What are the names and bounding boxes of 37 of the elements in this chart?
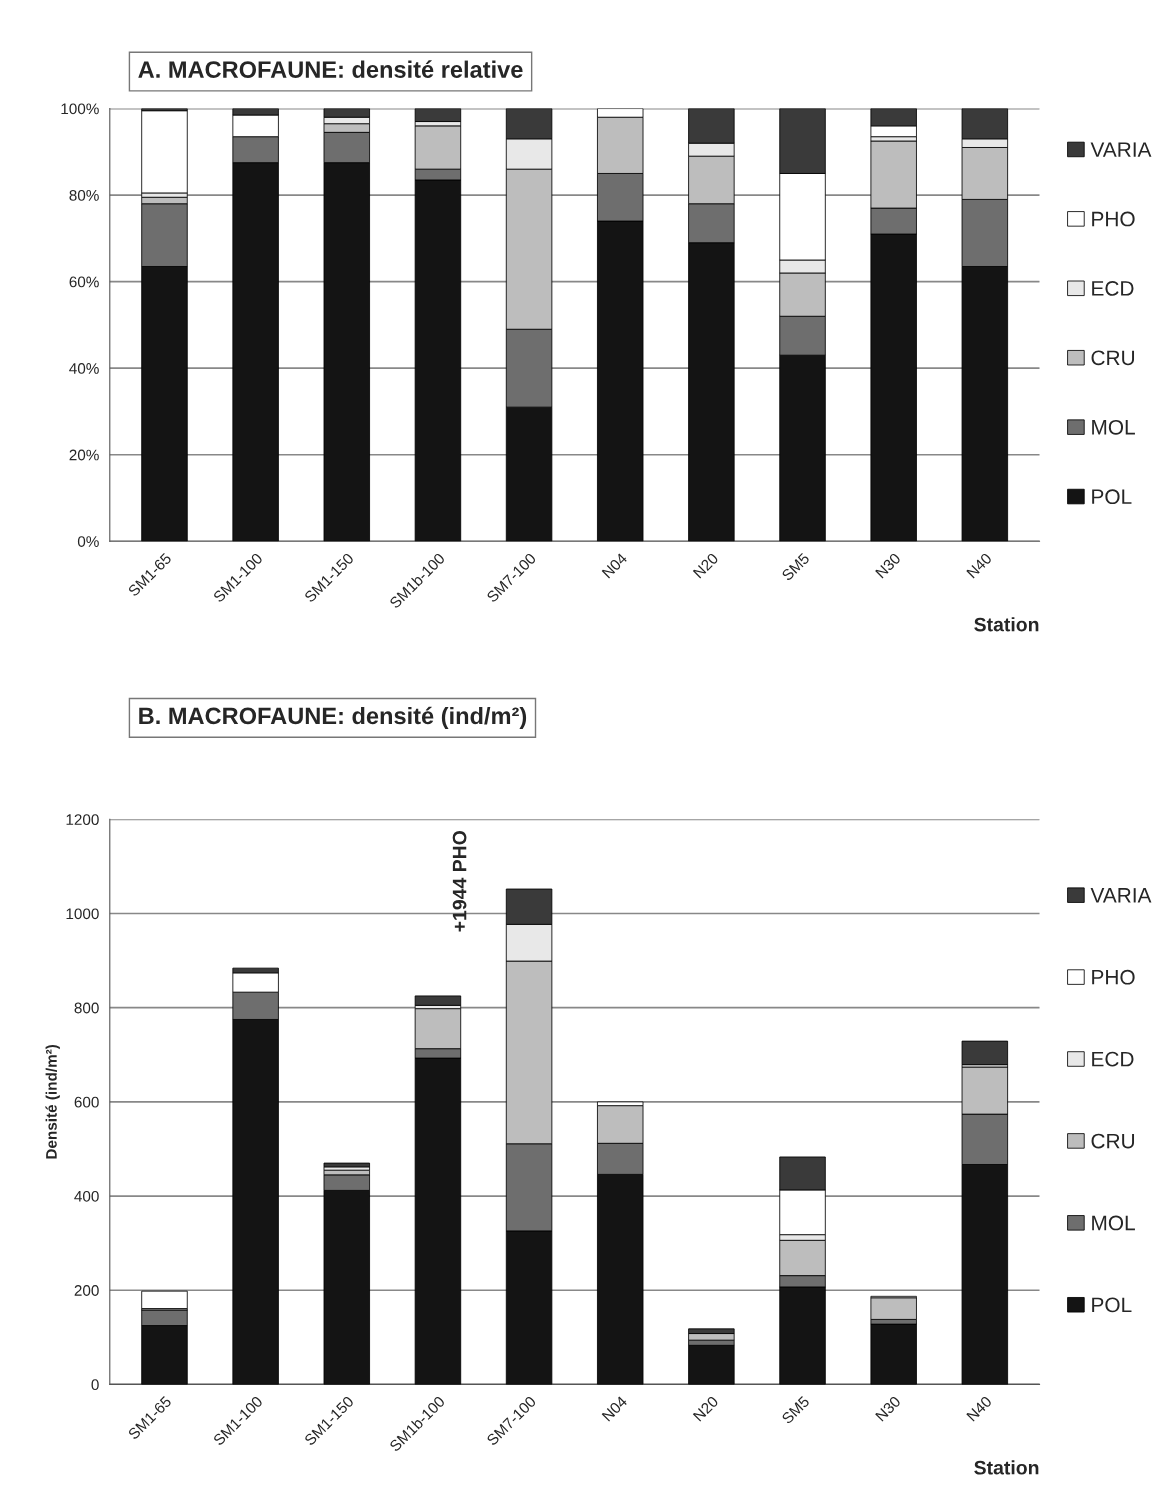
y-tick-label: 200 <box>74 1285 99 1296</box>
x-tick-label: N20 <box>692 552 719 579</box>
y-tick-label: 1200 <box>66 814 99 826</box>
legend-label: VARIA <box>1090 888 1152 903</box>
x-tick-label: N20 <box>692 1395 719 1422</box>
legend-label: CRU <box>1091 1133 1135 1149</box>
y-tick-label: 100% <box>61 103 99 115</box>
y-axis-title: Densité (ind/m²) <box>45 1044 60 1159</box>
legend-label: POL <box>1092 1297 1132 1313</box>
x-tick-label: N30 <box>875 552 902 579</box>
y-tick-label: 800 <box>74 1002 99 1014</box>
legend-label: VARIA <box>1090 142 1152 157</box>
x-tick-label: N40 <box>966 552 993 579</box>
x-tick-label: N40 <box>966 1395 993 1422</box>
legend-label: MOL <box>1092 419 1135 435</box>
chart-title: A. MACROFAUNE: densité relative <box>138 60 523 78</box>
legend-label: POL <box>1092 489 1132 505</box>
legend-label: PHO <box>1092 211 1135 227</box>
legend-label: PHO <box>1092 969 1135 985</box>
legend-label: CRU <box>1091 350 1135 366</box>
y-tick-label: 80% <box>69 189 99 201</box>
y-tick-label: 0% <box>77 536 99 547</box>
x-axis-title: Station <box>974 617 1039 632</box>
y-tick-label: 40% <box>69 363 99 374</box>
y-tick-label: 600 <box>74 1096 99 1108</box>
legend-label: ECD <box>1092 281 1134 296</box>
y-tick-label: 60% <box>69 276 99 288</box>
y-tick-label: 400 <box>74 1190 99 1202</box>
x-axis-title: Station <box>974 1460 1039 1475</box>
chart-title: B. MACROFAUNE: densité (ind/m²) <box>139 706 527 729</box>
legend-label: ECD <box>1092 1051 1134 1067</box>
legend-label: MOL <box>1092 1215 1135 1231</box>
y-tick-label: 1000 <box>66 908 99 920</box>
annotation: +1944 PHO <box>452 831 467 932</box>
y-tick-label: 0 <box>91 1379 99 1391</box>
y-tick-label: 20% <box>69 449 99 461</box>
x-tick-label: N30 <box>875 1395 902 1422</box>
